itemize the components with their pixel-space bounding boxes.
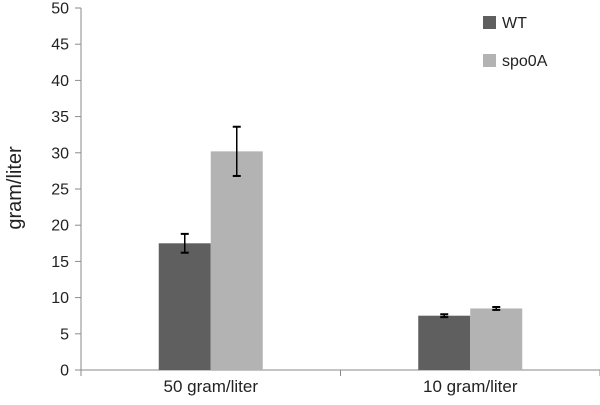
bars <box>158 151 523 370</box>
y-tick-label: 0 <box>60 363 69 380</box>
bar <box>418 315 471 370</box>
y-tick-label: 15 <box>51 254 69 271</box>
x-axis: 50 gram/liter 10 gram/liter <box>80 369 600 396</box>
y-tick-label: 35 <box>51 109 69 126</box>
error-bars <box>180 125 501 319</box>
bar <box>158 243 211 370</box>
legend-swatch <box>483 16 496 29</box>
x-category-label: 50 gram/liter <box>164 377 259 396</box>
x-category-label: 10 gram/liter <box>423 377 518 396</box>
y-tick-label: 40 <box>51 73 69 90</box>
bar <box>470 308 523 370</box>
y-tick-label: 30 <box>51 145 69 162</box>
y-axis: 0 5 10 15 20 25 30 35 40 45 50 <box>51 1 82 380</box>
y-tick-label: 20 <box>51 218 69 235</box>
y-tick-label: 25 <box>51 182 69 199</box>
legend: WT spo0A <box>483 15 548 70</box>
legend-label: spo0A <box>502 53 548 70</box>
bar <box>210 151 263 370</box>
y-tick-label: 50 <box>51 1 69 18</box>
legend-label: WT <box>502 15 527 32</box>
y-tick-label: 5 <box>60 326 69 343</box>
legend-swatch <box>483 54 496 67</box>
y-tick-label: 10 <box>51 290 69 307</box>
y-axis-label: gram/liter <box>4 146 26 230</box>
y-tick-label: 45 <box>51 37 69 54</box>
